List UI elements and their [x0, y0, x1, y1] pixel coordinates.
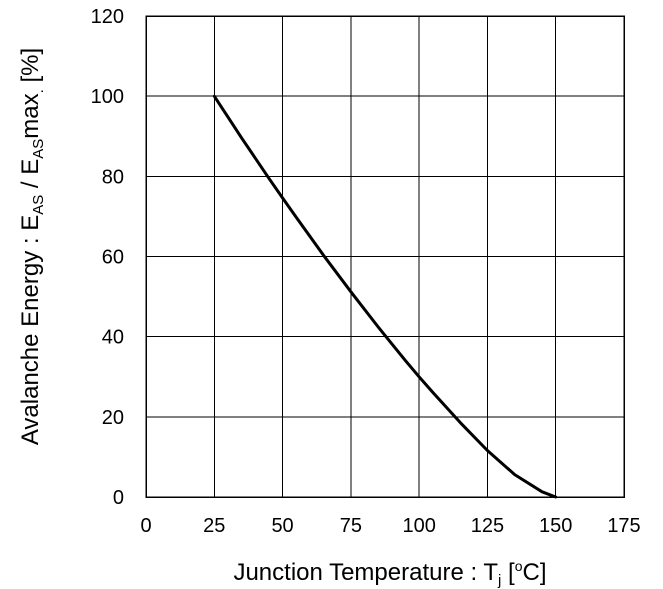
y-tick-label: 80	[102, 166, 124, 188]
x-axis-label-degree: o	[515, 558, 523, 574]
x-axis-label: Junction Temperature : Tj [oC]	[233, 558, 546, 589]
y-tick-label: 100	[91, 86, 124, 108]
y-axis-label-sub2: AS	[30, 139, 47, 159]
x-tick-label: 25	[203, 515, 225, 537]
x-axis-label-subscript: j	[497, 572, 501, 589]
x-tick-label: 0	[140, 515, 151, 537]
avalanche-energy-curve	[212, 94, 558, 499]
plot-frame	[145, 15, 625, 498]
grid	[145, 15, 625, 498]
y-tick-label: 20	[102, 407, 124, 429]
y-axis-label-part1: Avalanche Energy : E	[17, 215, 44, 445]
y-tick-label: 0	[113, 487, 124, 509]
x-tick-labels: 0 25 50 75 100 125 150 175	[140, 515, 640, 537]
x-tick-label: 125	[471, 515, 504, 537]
x-axis-label-main: Junction Temperature : T	[233, 559, 498, 586]
y-axis-label: Avalanche Energy : EAS / EASmax. [%]	[17, 48, 47, 445]
x-tick-label: 100	[402, 515, 435, 537]
x-axis-label-unit-close: C]	[523, 559, 547, 586]
y-tick-labels: 0 20 40 60 80 100 120	[91, 6, 124, 509]
x-tick-label: 75	[340, 515, 362, 537]
y-axis-label-sub3: .	[30, 89, 47, 93]
x-tick-label: 175	[607, 515, 640, 537]
y-tick-label: 120	[91, 6, 124, 28]
x-axis-label-unit-open: [	[501, 559, 515, 586]
y-axis-label-sub1: AS	[30, 195, 47, 215]
y-axis-label-part4: [%]	[17, 48, 44, 89]
x-tick-label: 50	[271, 515, 293, 537]
y-axis-label-part2: / E	[17, 159, 44, 195]
y-tick-label: 40	[102, 327, 124, 349]
y-axis-label-part3: max	[17, 93, 44, 138]
x-tick-label: 150	[539, 515, 572, 537]
y-tick-label: 60	[102, 247, 124, 269]
